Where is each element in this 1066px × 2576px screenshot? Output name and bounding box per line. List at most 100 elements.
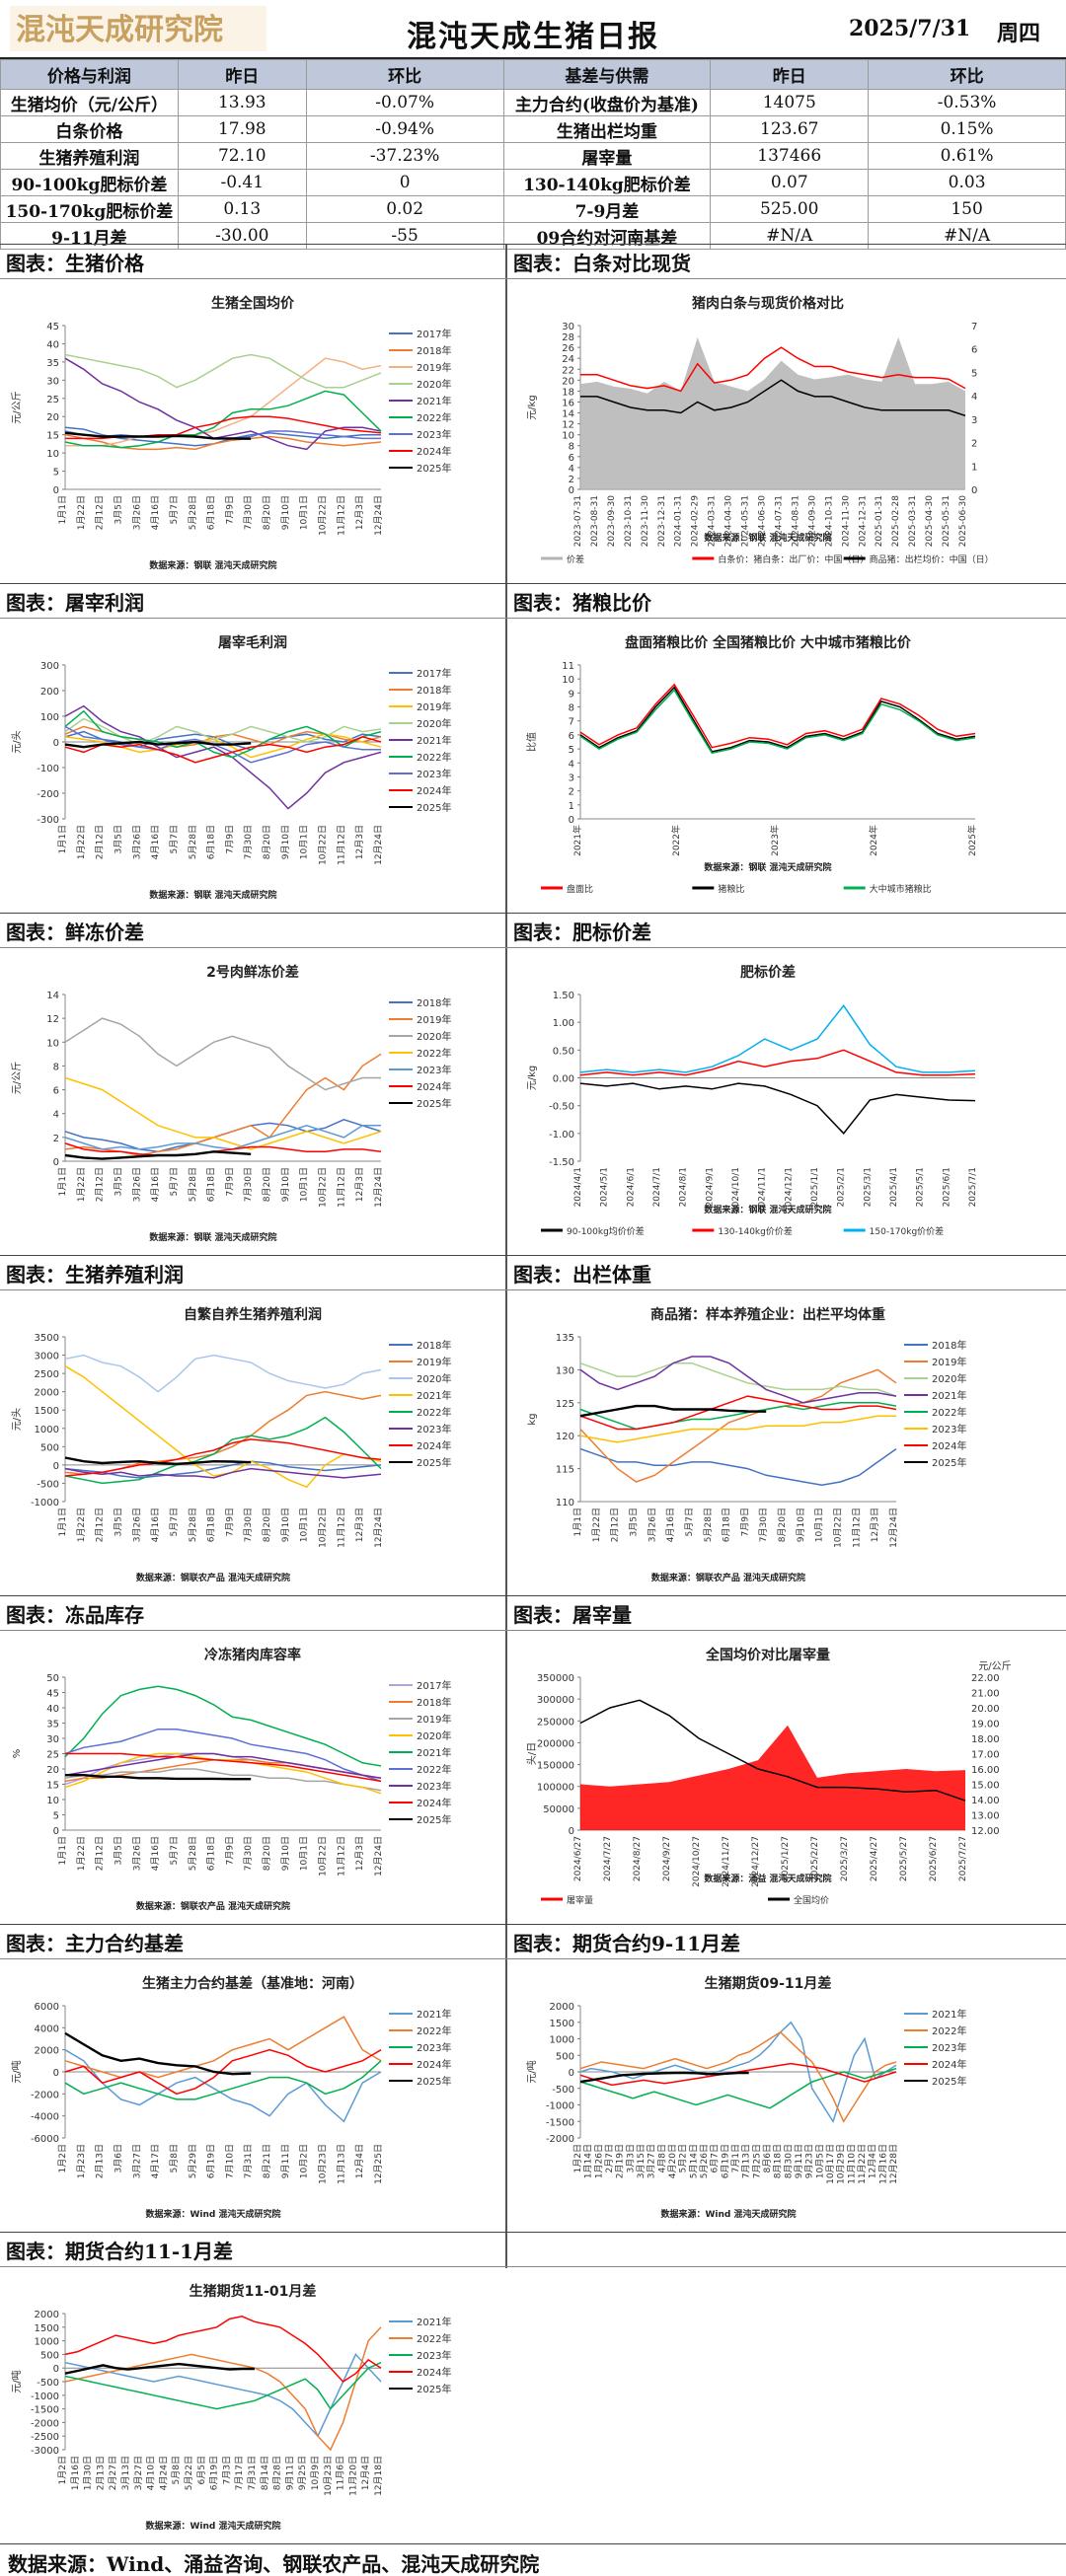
y-tick-label: 7 [569,717,574,728]
x-tick-label: 2月27日 [108,2456,118,2490]
x-tick-label: 10月1日 [299,1508,310,1542]
x-tick-label: 7月9日 [224,1836,235,1865]
x-tick-label: 11月12日 [851,1508,862,1548]
x-tick-label: 2024-06-30 [758,495,768,548]
y-tick-label: 1000 [35,2337,59,2348]
y-axis-label: 元/吨 [10,2060,23,2083]
x-tick-label: 6月18日 [206,1167,217,1202]
legend-label: 2024年 [417,1439,451,1452]
y-tick-label: 0 [569,2068,574,2079]
series-line [64,2048,382,2096]
y-tick-label: 0 [53,738,59,749]
table-header: 基差与供需 [502,59,712,90]
x-tick-label: 4月20日 [667,2144,678,2178]
legend-label: 2018年 [932,1339,966,1352]
y-tick-label: 0 [53,1826,59,1837]
section-title: 图表：生猪价格 [6,252,144,275]
table-cell: 生猪养殖利润 [0,142,179,170]
series-line [579,1368,897,1483]
y-tick-label: -2500 [31,2432,59,2443]
x-tick-label: 1月1日 [57,825,68,853]
x-tick-label: 10月2日 [299,2144,310,2178]
x-tick-label: 3月27日 [647,2144,657,2178]
key-indicators-table: 价格与利润 昨日 环比 基差与供需 昨日 环比 生猪均价（元/公斤） 13.93-… [0,59,1066,250]
y2-tick-label: 13.00 [971,1811,1000,1822]
section-title-divider [0,618,1066,619]
legend-label: 2025年 [417,1456,451,1469]
y-tick-label: 50000 [543,1804,574,1815]
x-tick-label: 7月1日 [730,2144,741,2172]
chart-source: 数据来源：涌益 混沌天成研究院 [704,1873,831,1884]
table-cell: 0.61% [868,142,1066,170]
x-tick-label: 5月28日 [188,495,198,530]
legend-label: 2021年 [417,1389,451,1402]
y-tick-label: 1 [569,801,574,812]
chart-source: 数据来源：钢联 混沌天成研究院 [704,1204,831,1215]
series-line [64,1752,382,1780]
series-line [65,1774,252,1781]
y-tick-label: 1500 [550,2019,574,2029]
series-line [64,426,381,447]
legend-label: 2025年 [417,2383,451,2395]
y-axis-label: 元/吨 [525,2060,538,2083]
chart-title: 全国均价对比屠宰量 [705,1647,830,1663]
x-tick-label: 2025/5/1 [916,1167,926,1207]
y-tick-label: 0 [569,815,574,826]
y-axis-label: 元/头 [11,1408,23,1431]
column-divider [505,914,507,1256]
x-tick-label: 6月18日 [206,495,217,530]
legend-label: 2019年 [932,1356,966,1368]
series-line [579,1402,897,1431]
y2-tick-label: 15.00 [971,1781,1000,1792]
y-tick-label: 16 [562,398,574,408]
y-tick-label: 10 [562,675,574,686]
chart-section-row: 图表：生猪价格 图表：白条对比现货 生猪全国均价 0 5 10 15 20 25 30 35 40 45… [0,244,1066,584]
chart: 生猪主力合约基差（基准地：河南） -6000 -4000 -2000 0 2000 4000… [10,1975,451,2220]
chart: 盘面猪粮比价 全国猪粮比价 大中城市猪粮比价 0 1 2 3 4 5 6 7 8 9 10 11 比值 20… [525,634,978,895]
x-tick-label: 7月3日 [221,2456,232,2484]
table-cell: 137466 [710,142,870,170]
chart-source: 数据来源：Wind 混沌天成研究院 [146,2520,281,2532]
y-tick-label: 4 [569,464,574,475]
column-divider [505,1925,507,2233]
x-tick-label: 2024-05-31 [741,495,751,547]
y-tick-label: 35 [46,358,59,369]
x-tick-label: 8月28日 [272,2456,283,2490]
y-tick-label: 3 [569,773,574,783]
y-tick-label: 35 [46,1720,59,1730]
x-tick-label: 11月12日 [336,495,346,536]
x-tick-label: 7月30日 [243,1508,254,1542]
y-tick-label: 5 [569,745,574,756]
section-title: 图表：屠宰利润 [6,591,144,615]
legend-label: 2023年 [932,2041,966,2054]
x-tick-label: 10月17日 [825,2144,836,2184]
chart-section-row: 图表：屠宰利润 图表：猪粮比价 屠宰毛利润 -300 -200 -100 0 100 200 30… [0,583,1066,914]
table-cell: 0.07 [710,169,870,196]
x-tick-label: 3月26日 [131,495,142,530]
x-tick-label: 12月4日 [360,2456,371,2490]
y2-tick-label: 2 [971,439,977,450]
x-tick-label: 4月16日 [150,825,161,859]
table-cell: 130-140kg肥标价差 [502,169,712,196]
x-tick-label: 5月8日 [169,2144,180,2172]
x-tick-label: 1月22日 [76,1836,87,1871]
legend-label: 2025年 [417,462,451,475]
series-line [579,683,976,749]
section-title-divider [0,1958,1066,1959]
x-tick-label: 11月20日 [347,2456,358,2496]
table-cell: -0.53% [868,89,1066,116]
y-tick-label: -1500 [31,2405,59,2416]
x-tick-label: 12月3日 [870,1508,880,1542]
x-tick-label: 2025/3/27 [840,1836,850,1881]
y-tick-label: 250000 [537,1717,574,1728]
x-tick-label: 5月29日 [188,2144,198,2178]
y-tick-label: 0 [569,485,574,496]
x-tick-label: 7月13日 [741,2144,752,2178]
x-tick-label: 1月1日 [57,1167,68,1196]
y-tick-label: 1500 [35,2323,59,2334]
y-tick-label: 0 [53,485,59,496]
series-line [64,390,382,449]
section-title-divider [0,2266,1066,2267]
table-cell: 13.93 [177,89,307,116]
y-tick-label: 18 [562,387,574,398]
